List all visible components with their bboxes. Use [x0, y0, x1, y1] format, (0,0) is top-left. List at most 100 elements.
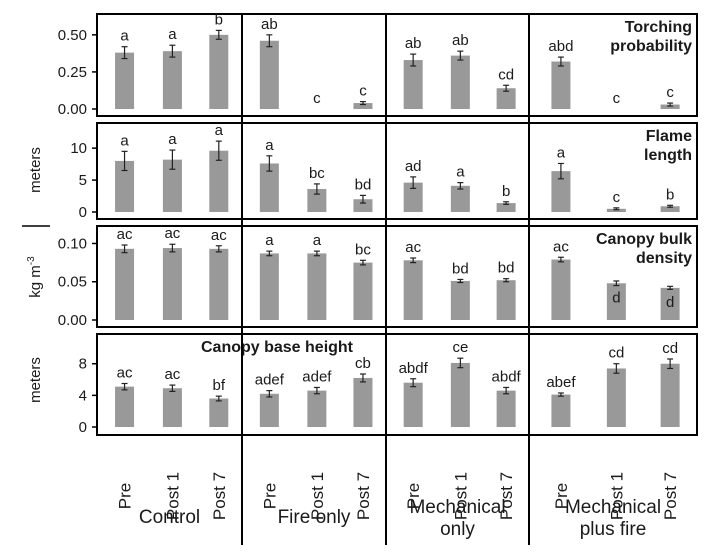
panel-title: Canopy base height	[201, 339, 354, 356]
bar	[496, 88, 516, 109]
significance-letter: a	[313, 232, 322, 249]
y-tick-label: 8	[79, 356, 87, 373]
significance-letter: a	[557, 144, 566, 161]
significance-letter: a	[120, 28, 129, 45]
bar	[353, 377, 373, 427]
y-axis-label-density: kg m-3	[26, 256, 44, 298]
significance-letter: abd	[548, 38, 573, 55]
bar	[551, 171, 571, 212]
bar	[162, 248, 182, 320]
group-label: Fire only	[278, 507, 351, 528]
category-label: Post 1	[308, 472, 327, 520]
significance-letter: ac	[117, 365, 133, 382]
y-tick-label: 0.00	[58, 101, 87, 118]
significance-letter: bc	[355, 241, 371, 258]
bar	[353, 262, 373, 320]
bar	[403, 60, 423, 109]
significance-letter: b	[215, 11, 223, 28]
panel-title: Flame	[646, 128, 692, 145]
y-tick-label: 0.05	[58, 274, 87, 291]
bar	[403, 182, 423, 212]
category-label: Post 7	[661, 472, 680, 520]
significance-letter: b	[502, 183, 510, 200]
panel-frame	[96, 13, 698, 117]
y-tick-label: 0.50	[58, 27, 87, 44]
bar	[496, 390, 516, 427]
panel-title: Torching	[625, 19, 692, 36]
significance-letter: c	[359, 83, 367, 100]
bar	[209, 248, 229, 320]
significance-letter: ac	[405, 239, 421, 256]
bar	[307, 189, 327, 212]
panel-frame	[96, 225, 698, 328]
y-tick-label: 10	[70, 140, 87, 157]
significance-letter: c	[613, 189, 621, 206]
significance-letter: cd	[608, 345, 624, 362]
group-label: only	[440, 519, 475, 540]
significance-letter: a	[265, 232, 274, 249]
significance-letter: bd	[498, 260, 515, 277]
y-tick-label: 0	[79, 419, 87, 436]
bar	[606, 368, 626, 427]
panel-title: length	[644, 147, 692, 164]
significance-letter: ab	[261, 16, 278, 33]
y-tick-label: 0.10	[58, 235, 87, 252]
significance-letter: c	[613, 90, 621, 107]
significance-letter: adef	[302, 368, 332, 385]
bar	[115, 386, 135, 427]
bar	[660, 287, 680, 320]
bar	[259, 40, 279, 110]
category-label: Pre	[260, 483, 279, 509]
panel-flame: 0 5 10 a a a a bc bd ad a b a c b Flame length	[70, 122, 698, 221]
bar	[259, 253, 279, 320]
significance-letter: abdf	[399, 360, 429, 377]
group-label: plus fire	[580, 519, 647, 540]
category-label: Pre	[552, 483, 571, 509]
significance-letter: ad	[405, 158, 422, 175]
bar	[209, 398, 229, 427]
category-label: Post 1	[451, 472, 470, 520]
group-label: Control	[139, 507, 200, 528]
y-axis-label-density-base: kg m	[27, 265, 44, 298]
significance-letter: cb	[355, 355, 371, 372]
significance-letter: ab	[452, 32, 469, 49]
significance-letter: ac	[211, 227, 227, 244]
significance-letter: d	[666, 294, 674, 311]
panel-frame	[96, 122, 698, 220]
bar	[551, 61, 571, 109]
significance-letter: b	[666, 186, 674, 203]
significance-letter: a	[456, 164, 465, 181]
y-tick-label: 0.25	[58, 64, 87, 81]
significance-letter: a	[168, 131, 177, 148]
y-tick-label: 4	[79, 387, 87, 404]
panel-frame	[96, 333, 698, 436]
bar	[450, 55, 470, 109]
category-label: Post 7	[354, 472, 373, 520]
panel-cbd: 0.00 0.05 0.10 ac ac ac a a bc ac bd bd ac d d Canopy b…	[58, 225, 698, 329]
significance-letter: d	[612, 289, 620, 306]
bar	[450, 185, 470, 212]
bar	[551, 259, 571, 320]
category-label: Pre	[116, 483, 135, 509]
significance-letter: cd	[498, 66, 514, 83]
panel-title: density	[636, 250, 692, 267]
significance-letter: ac	[164, 366, 180, 383]
group-label: Mechanical	[409, 497, 505, 518]
y-tick-label: 5	[79, 172, 87, 189]
bar	[660, 104, 680, 109]
significance-letter: ac	[553, 238, 569, 255]
category-label: Post 7	[497, 472, 516, 520]
bar	[496, 203, 516, 212]
bar	[259, 393, 279, 427]
significance-letter: a	[120, 132, 129, 149]
bar	[606, 283, 626, 320]
bar	[115, 52, 135, 109]
bar	[307, 253, 327, 320]
bar	[496, 280, 516, 320]
bar	[660, 206, 680, 212]
bar	[209, 34, 229, 110]
significance-letter: ab	[405, 35, 422, 52]
bar	[162, 159, 182, 212]
bar	[450, 280, 470, 320]
